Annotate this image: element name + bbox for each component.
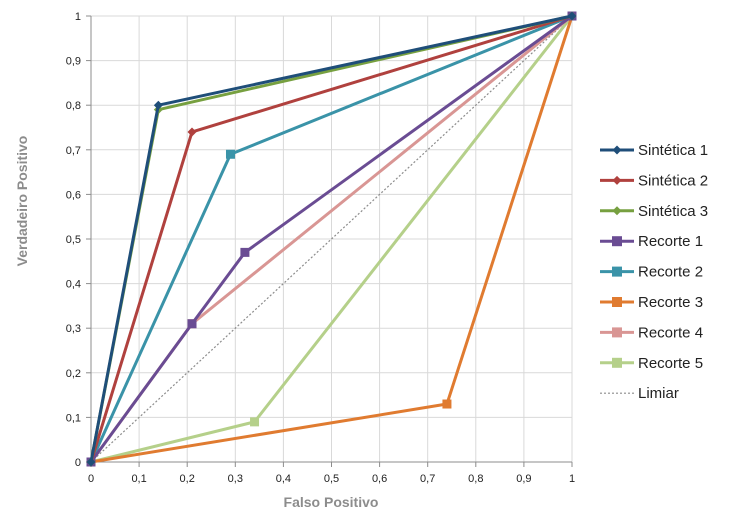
legend-item: Limiar bbox=[600, 385, 679, 402]
series-point-diamond bbox=[187, 127, 197, 137]
series-point-square bbox=[225, 149, 235, 159]
series-line bbox=[90, 15, 573, 463]
legend-label: Sintética 1 bbox=[638, 142, 708, 159]
legend-item: Recorte 2 bbox=[600, 264, 703, 281]
y-tick-label: 0 bbox=[75, 457, 81, 469]
series-limiar bbox=[90, 15, 573, 463]
legend-item: Sintética 3 bbox=[600, 203, 708, 220]
series-point-square bbox=[612, 327, 622, 338]
x-tick-label: 0,2 bbox=[180, 473, 195, 485]
series-point-square bbox=[250, 417, 260, 427]
x-tick-label: 0,7 bbox=[420, 473, 435, 485]
x-tick-label: 0,3 bbox=[228, 473, 243, 485]
x-tick-label: 0,4 bbox=[276, 473, 291, 485]
legend-label: Recorte 5 bbox=[638, 355, 703, 372]
x-tick-label: 0,8 bbox=[468, 473, 483, 485]
legend-item: Recorte 3 bbox=[600, 294, 703, 311]
y-tick-label: 0,4 bbox=[66, 279, 81, 291]
legend-item: Sintética 1 bbox=[600, 142, 708, 159]
series-point-square bbox=[187, 319, 197, 329]
series-sint-tica-1 bbox=[86, 11, 577, 467]
series-point-square bbox=[612, 236, 622, 247]
series-point-square bbox=[612, 357, 622, 368]
y-tick-label: 1 bbox=[75, 11, 81, 23]
series-point-diamond bbox=[153, 100, 163, 110]
legend: Sintética 1 Sintética 2 Sintética 3 Recorte… bbox=[600, 142, 708, 402]
x-tick-label: 0,9 bbox=[516, 473, 531, 485]
series-point-square bbox=[612, 297, 622, 307]
y-tick-label: 0,6 bbox=[66, 189, 81, 201]
legend-item: Recorte 4 bbox=[600, 324, 703, 341]
x-tick-label: 0,1 bbox=[131, 473, 146, 485]
x-tick-labels: 0 0,1 0,2 0,3 0,4 0,5 0,6 0,7 0,8 0,9 1 bbox=[88, 473, 575, 485]
y-tick-label: 0,2 bbox=[66, 368, 81, 380]
x-tick-label: 0 bbox=[88, 473, 94, 485]
series-point-diamond bbox=[612, 206, 622, 216]
legend-label: Sintética 2 bbox=[638, 172, 708, 189]
legend-item: Recorte 1 bbox=[600, 233, 703, 250]
legend-item: Sintética 2 bbox=[600, 172, 708, 189]
series-point-diamond bbox=[612, 145, 622, 155]
series-point-diamond bbox=[612, 175, 622, 185]
series bbox=[86, 11, 577, 467]
series-line bbox=[89, 14, 573, 463]
legend-label: Recorte 2 bbox=[638, 264, 703, 281]
series-point-diamond bbox=[567, 11, 577, 21]
x-tick-label: 1 bbox=[569, 473, 575, 485]
y-tick-label: 0,9 bbox=[66, 56, 81, 68]
legend-label: Recorte 4 bbox=[638, 324, 703, 341]
legend-item: Recorte 5 bbox=[600, 355, 703, 372]
y-tick-labels: 0 0,1 0,2 0,3 0,4 0,5 0,6 0,7 0,8 0,9 1 bbox=[66, 11, 81, 469]
series-point-square bbox=[240, 247, 250, 257]
y-tick-label: 0,8 bbox=[66, 100, 81, 112]
legend-label: Limiar bbox=[638, 385, 679, 402]
x-axis-title: Falso Positivo bbox=[284, 494, 379, 510]
series-point-diamond bbox=[86, 457, 96, 467]
x-tick-label: 0,5 bbox=[324, 473, 339, 485]
series-point-square bbox=[442, 399, 452, 409]
x-tick-label: 0,6 bbox=[372, 473, 387, 485]
y-tick-label: 0,1 bbox=[66, 412, 81, 424]
legend-label: Recorte 1 bbox=[638, 233, 703, 250]
series-point-square bbox=[612, 266, 622, 277]
legend-label: Sintética 3 bbox=[638, 203, 708, 220]
y-tick-label: 0,3 bbox=[66, 323, 81, 335]
legend-label: Recorte 3 bbox=[638, 294, 703, 311]
y-axis-title: Verdadeiro Positivo bbox=[14, 136, 30, 267]
y-tick-label: 0,7 bbox=[66, 145, 81, 157]
y-tick-label: 0,5 bbox=[66, 234, 81, 246]
